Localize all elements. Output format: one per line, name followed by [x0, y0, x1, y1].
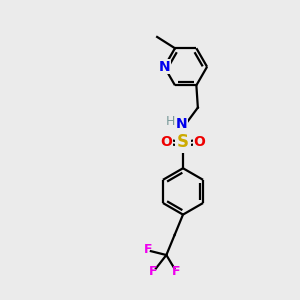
- Text: O: O: [161, 135, 172, 149]
- Text: N: N: [158, 60, 170, 74]
- Text: O: O: [194, 135, 205, 149]
- Text: S: S: [177, 134, 189, 152]
- Text: H: H: [166, 115, 175, 128]
- Text: N: N: [176, 117, 187, 131]
- Text: F: F: [172, 265, 180, 278]
- Text: F: F: [149, 265, 157, 278]
- Text: F: F: [144, 243, 152, 256]
